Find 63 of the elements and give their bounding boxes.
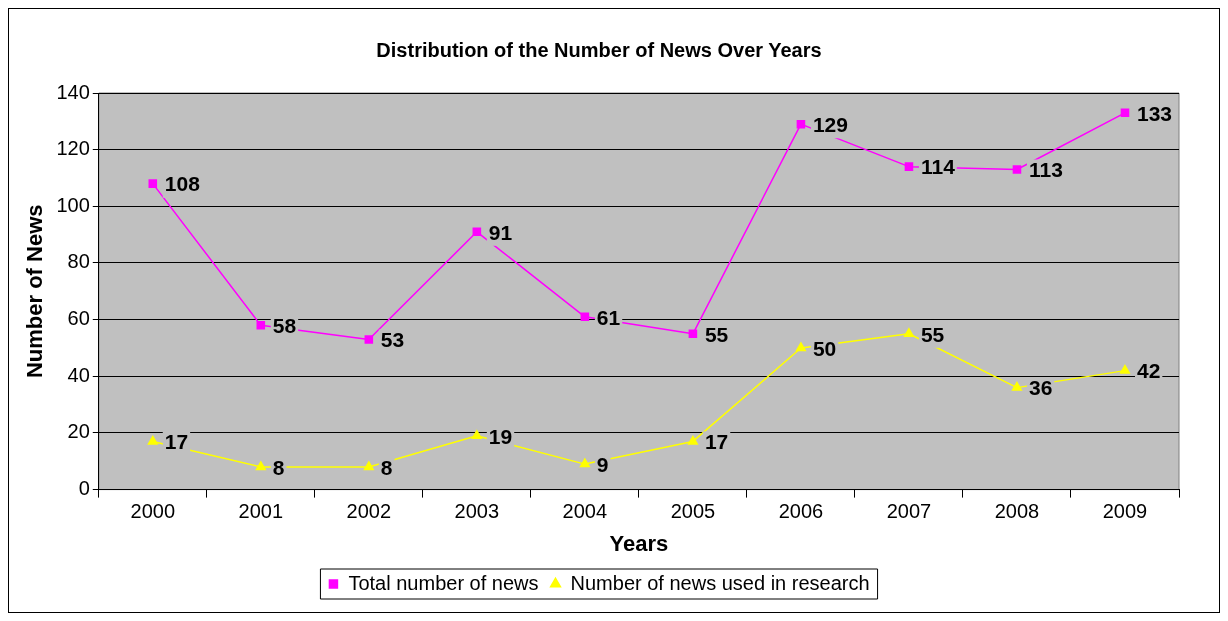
point (579, 458, 590, 468)
x-tick-label: 2007 (886, 500, 932, 523)
data-label: 36 (1028, 376, 1053, 400)
y-tick-label: 80 (67, 250, 90, 273)
x-tick-label: 2009 (1102, 500, 1148, 523)
point (471, 430, 482, 440)
y-tick-label: 100 (56, 193, 90, 216)
data-label: 129 (812, 112, 848, 136)
point (1119, 364, 1131, 374)
point (363, 461, 374, 471)
data-label: 17 (164, 430, 189, 454)
data-label: 50 (812, 336, 837, 360)
legend-label: Number of news used in research (570, 571, 870, 594)
point (903, 328, 915, 338)
legend-label: Total number of news (348, 571, 539, 594)
y-tick-label: 60 (67, 307, 90, 330)
y-tick-label: 0 (78, 477, 90, 500)
y-tick-label: 140 (56, 80, 90, 103)
data-label: 114 (920, 155, 956, 179)
y-tick-label: 40 (67, 363, 90, 386)
point (472, 227, 482, 237)
point (1120, 108, 1130, 118)
y-tick-label: 20 (67, 420, 90, 443)
x-axis-title: Years (609, 530, 669, 556)
data-label: 53 (380, 328, 405, 352)
point (796, 119, 806, 129)
x-tick-label: 2004 (562, 500, 608, 523)
data-label: 8 (272, 455, 285, 479)
data-label: 55 (920, 322, 945, 346)
point (255, 461, 266, 471)
point (364, 335, 374, 344)
point (147, 435, 158, 445)
data-label: 9 (596, 452, 609, 476)
y-tick-label: 120 (56, 137, 90, 160)
point (687, 435, 698, 445)
point (148, 179, 158, 188)
data-label: 42 (1136, 359, 1161, 383)
data-label: 58 (272, 314, 297, 338)
x-tick-label: 2002 (346, 500, 392, 523)
data-label: 17 (704, 430, 729, 454)
data-label: 61 (596, 305, 621, 329)
x-tick-label: 2005 (670, 500, 716, 523)
data-label: 113 (1028, 158, 1063, 182)
x-tick-label: 2003 (454, 500, 500, 523)
chart-title: Distribution of the Number of News Over Years (376, 38, 822, 61)
data-label: 19 (488, 424, 513, 448)
point (688, 329, 698, 339)
point (1012, 165, 1022, 174)
x-tick-label: 2001 (238, 500, 284, 523)
data-label: 8 (380, 455, 393, 479)
data-label: 108 (164, 172, 201, 196)
x-tick-label: 2008 (994, 500, 1040, 523)
x-tick-label: 2006 (778, 500, 824, 523)
data-label: 55 (704, 322, 729, 346)
data-label: 91 (488, 220, 513, 244)
x-tick-label: 2000 (130, 500, 176, 523)
point (904, 162, 914, 171)
point (1011, 381, 1023, 391)
y-axis-title: Number of News (22, 204, 48, 379)
point (795, 342, 806, 352)
point (256, 321, 266, 330)
point (580, 312, 590, 322)
data-label: 133 (1136, 101, 1173, 125)
